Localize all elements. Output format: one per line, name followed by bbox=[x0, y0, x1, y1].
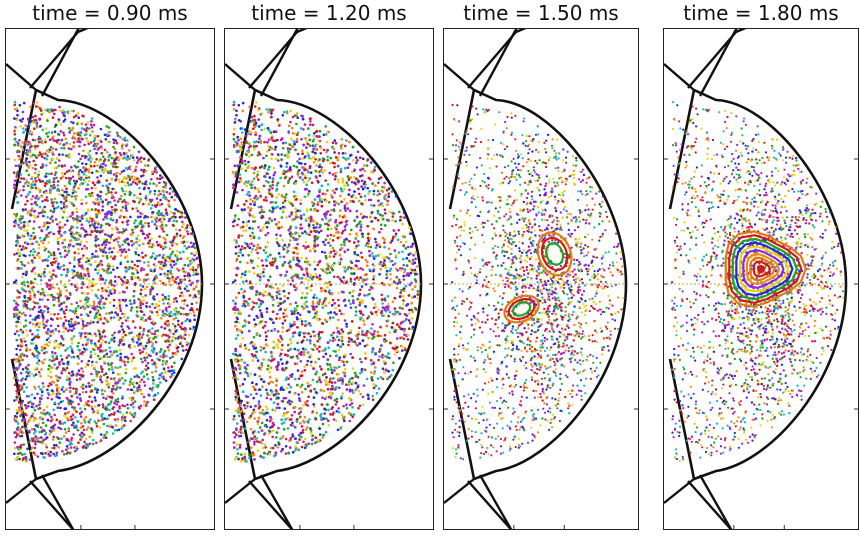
panel-title: time = 1.50 ms bbox=[463, 1, 619, 25]
upper-divertor bbox=[664, 29, 747, 97]
cross-section-svg bbox=[225, 29, 433, 529]
poincare-plot bbox=[5, 28, 215, 530]
lower-divertor bbox=[225, 474, 294, 529]
island-ring bbox=[735, 241, 794, 297]
poincare-plot bbox=[663, 28, 859, 530]
panel-title: time = 1.20 ms bbox=[251, 1, 407, 25]
upper-divertor bbox=[444, 29, 527, 97]
island-ring bbox=[731, 237, 798, 301]
island-ring bbox=[749, 256, 776, 282]
panel-title: time = 0.90 ms bbox=[32, 1, 188, 25]
lower-divertor bbox=[664, 474, 733, 529]
island-ring bbox=[738, 245, 790, 293]
upper-divertor bbox=[225, 29, 308, 97]
panel-title: time = 1.80 ms bbox=[683, 1, 839, 25]
island-ring bbox=[728, 234, 803, 304]
island-ring bbox=[745, 252, 781, 286]
island-ring bbox=[742, 249, 785, 289]
cross-section-svg bbox=[664, 29, 858, 529]
cross-section-svg bbox=[444, 29, 638, 529]
poincare-plot bbox=[443, 28, 639, 530]
upper-divertor bbox=[6, 29, 89, 97]
island-ring bbox=[752, 260, 772, 278]
lower-divertor bbox=[444, 474, 513, 529]
cross-section-svg bbox=[6, 29, 214, 529]
lower-divertor bbox=[6, 474, 75, 529]
poincare-plot bbox=[224, 28, 434, 530]
island-ring bbox=[724, 230, 807, 308]
